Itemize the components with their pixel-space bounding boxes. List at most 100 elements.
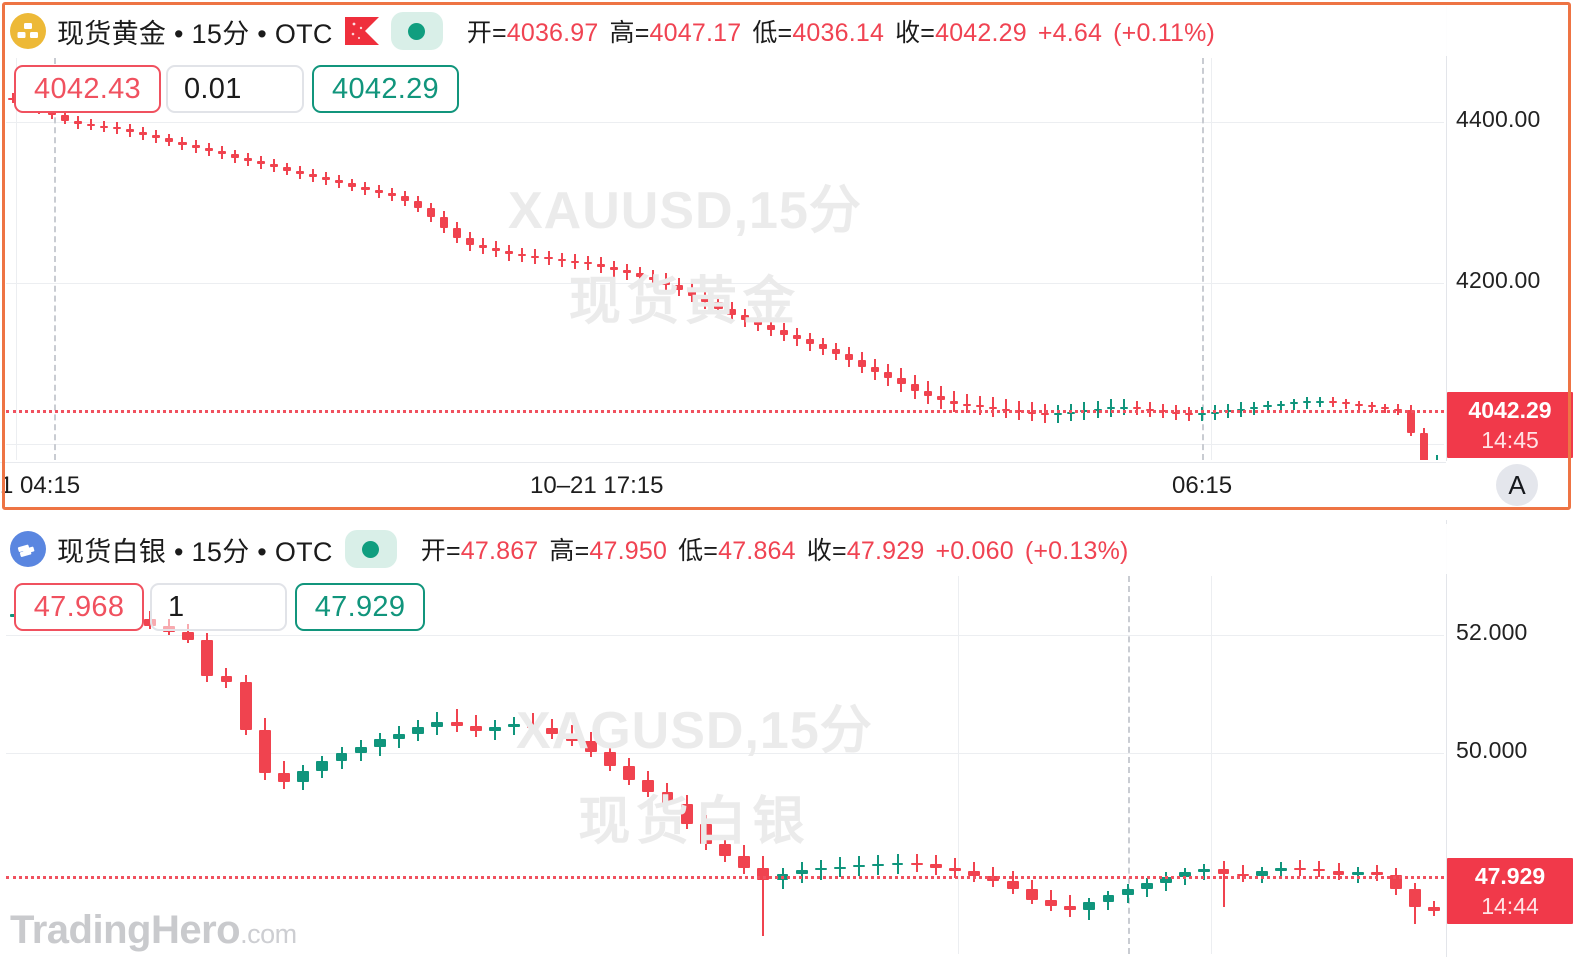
candlestick [544,58,553,460]
candle-body [975,405,984,408]
candle-body [845,353,854,361]
candle-body [766,324,775,330]
candle-body [1302,400,1311,403]
candlestick [622,58,631,460]
gold-high-badge[interactable]: 4042.43 [14,65,161,113]
candlestick [546,576,559,954]
silver-status-dot-icon[interactable] [344,530,397,568]
candle-body [47,111,56,116]
candlestick [1217,576,1230,954]
candle-body [727,308,736,316]
candlestick [163,576,175,954]
candlestick [126,58,135,460]
candle-body [818,344,828,350]
candlestick [73,58,82,460]
silver-price-axis[interactable]: 52.000 50.000 47.929 14:44 [1446,520,1573,957]
candle-body [792,334,801,340]
candle-body [469,726,482,731]
silver-plot-area[interactable] [6,576,1444,954]
candlestick [1160,576,1172,954]
candle-body [86,123,95,126]
candlestick [845,58,854,460]
vertical-gridline [1211,58,1212,460]
candlestick [1041,58,1050,460]
silver-high-badge[interactable]: 47.968 [14,583,144,631]
candlestick [968,576,981,954]
candlestick [858,58,867,460]
silver-close-value: 47.929 [846,537,925,565]
candlestick [67,576,80,954]
candle-wick [965,394,968,414]
tradinghero-logo: TradingHero .com [10,908,297,953]
candlestick [1224,58,1233,460]
candle-body [479,244,488,248]
candle-body [256,160,265,165]
candle-body [239,682,252,730]
gold-chart-panel[interactable]: XAUUSD,15分 现货黄金 现货黄金 • 15分 • OTC [0,0,1573,513]
gold-change-value: +4.64 [1037,19,1103,47]
gold-price-axis[interactable]: 4400.00 4200.00 4042.29 14:45 [1446,6,1573,461]
candle-body [165,138,174,142]
candlestick [680,576,693,954]
candlestick [872,576,885,954]
candle-body [361,186,370,190]
gold-time-tick-2: 06:15 [1172,472,1233,499]
candlestick [766,58,775,460]
candle-body [635,273,645,277]
candlestick [518,58,527,460]
candle-body [1368,405,1377,408]
silver-mid-badge[interactable]: 1 [150,583,287,631]
candle-body [1420,432,1429,460]
candlestick [688,58,697,460]
candlestick [335,576,348,954]
candlestick [1054,58,1063,460]
gold-status-dot-icon[interactable] [390,12,443,50]
candlestick [220,576,233,954]
candle-body [1185,413,1194,416]
candle-body [753,320,762,325]
candlestick [884,58,893,460]
gold-low-badge[interactable]: 4042.29 [312,65,459,113]
candle-body [1198,413,1207,416]
candlestick [1302,58,1311,460]
candle-body [929,864,942,868]
candlestick [269,58,279,460]
candlestick [152,58,161,460]
gold-plot-area[interactable] [6,58,1444,460]
gold-last-price: 4042.29 [1468,396,1552,423]
candlestick [1332,576,1345,954]
candlestick [113,58,122,460]
vertical-gridline [16,58,17,460]
gold-mid-badge[interactable]: 0.01 [166,65,304,113]
candle-body [1255,871,1268,877]
candlestick [86,58,95,460]
candle-wick [1292,398,1295,411]
candlestick [1083,576,1096,954]
candle-body [400,196,409,202]
candle-body [546,728,559,735]
axis-scale-button[interactable]: A [1496,464,1538,506]
candle-body [1119,406,1128,409]
candle-body [680,803,693,825]
candle-wick [474,715,477,737]
candlestick [753,58,762,460]
candlestick [1179,576,1192,954]
candle-body [1179,872,1192,878]
session-divider [1202,58,1204,460]
candle-body [1263,405,1272,408]
session-divider [1128,576,1130,954]
candle-body [335,180,344,184]
candle-body [738,855,751,868]
candlestick [1121,576,1134,954]
candlestick [1119,58,1128,460]
candle-body [1236,873,1249,877]
candle-body [387,193,396,197]
gold-time-axis[interactable]: 1 04:15 10–21 17:15 06:15 [0,462,1446,510]
candlestick [1328,58,1337,460]
candle-body [1341,402,1350,405]
silver-low-badge[interactable]: 47.929 [295,583,425,631]
candlestick [609,58,618,460]
candlestick [1185,58,1194,460]
candlestick [469,576,482,954]
candlestick [8,58,17,460]
